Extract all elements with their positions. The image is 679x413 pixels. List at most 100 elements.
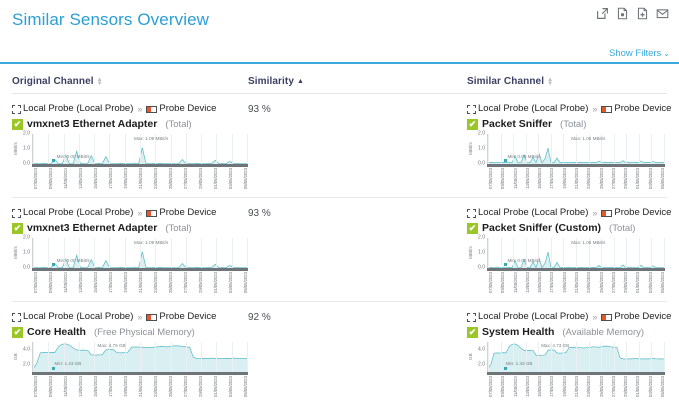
chart-time-axis (32, 164, 248, 167)
x-tick-label: 09/05/2023 (48, 168, 53, 189)
sparkline-chart-similar[interactable]: MBit/s 0.0 1.0 2.0 Min: 0.00 MBit/s Max: 1.06… (467, 235, 665, 293)
channel-name[interactable]: Packet Sniffer (482, 118, 553, 130)
channel-line[interactable]: ✔ Packet Sniffer (Total) (467, 118, 665, 130)
breadcrumb-separator-icon: » (592, 312, 598, 322)
sparkline-chart-similar[interactable]: MBit/s 0.0 1.0 2.0 Min: 0.09 MBit/s Max: 1.06… (467, 130, 665, 189)
x-tick-label: 01/06/2023 (213, 272, 218, 293)
x-tick-label: 23/05/2023 (153, 376, 158, 397)
add-to-report-icon[interactable] (636, 7, 649, 20)
channel-line[interactable]: ✔ vmxnet3 Ethernet Adapter (Total) (12, 222, 248, 234)
chart-max-annotation: Max: 1.06 MBit/s (571, 240, 606, 245)
channel-cell-similar: Local Probe (Local Probe)» Probe Device ✔ P… (467, 103, 671, 130)
channel-name[interactable]: vmxnet3 Ethernet Adapter (27, 222, 158, 234)
y-axis-ticks: 0.0 1.0 2.0 (474, 130, 487, 167)
channel-name[interactable]: Packet Sniffer (Custom) (482, 222, 602, 234)
y-tick-label: 4.0 (478, 346, 485, 352)
y-tick-label: 2.0 (478, 130, 485, 137)
x-axis-labels: 07/05/2023 09/05/2023 11/05/2023 13/05/2023… (32, 272, 248, 293)
breadcrumb-separator-icon: » (137, 104, 143, 114)
breadcrumb-separator-icon: » (137, 312, 143, 322)
breadcrumb-device[interactable]: Probe Device (614, 311, 672, 322)
breadcrumb-probe[interactable]: Local Probe (Local Probe) (478, 207, 589, 218)
show-filters-toggle[interactable]: Show Filters ⌄ (609, 48, 670, 59)
checkmark-icon: ✔ (467, 222, 478, 234)
x-tick-label: 07/05/2023 (33, 168, 38, 189)
breadcrumb-probe[interactable]: Local Probe (Local Probe) (478, 103, 589, 114)
export-pdf-icon[interactable] (616, 7, 629, 20)
show-filters-label: Show Filters (609, 48, 662, 59)
channel-line[interactable]: ✔ vmxnet3 Ethernet Adapter (Total) (12, 118, 248, 130)
breadcrumb-device[interactable]: Probe Device (159, 311, 217, 322)
sparkline-chart-original[interactable]: MBit/s 0.0 1.0 2.0 Min: 0.00 MBit/s Max: 1.09… (12, 131, 248, 189)
send-by-email-icon[interactable] (656, 7, 669, 20)
checkmark-icon: ✔ (12, 222, 23, 234)
table-row[interactable]: Local Probe (Local Probe)» Probe Device ✔ C… (12, 302, 671, 406)
similarity-cell: 92 % (248, 311, 467, 400)
channel-line[interactable]: ✔ System Health (Available Memory) (467, 326, 665, 338)
x-axis-labels: 07/05/2023 09/05/2023 11/05/2023 13/05/2023… (32, 168, 248, 189)
sort-icon-original-channel: ▲ ▼ (96, 76, 103, 87)
x-tick-label: 25/05/2023 (598, 376, 604, 397)
x-tick-label: 15/05/2023 (537, 376, 543, 397)
breadcrumb-device[interactable]: Probe Device (159, 207, 217, 218)
x-tick-label: 13/05/2023 (524, 168, 530, 189)
breadcrumb-probe[interactable]: Local Probe (Local Probe) (478, 311, 589, 322)
channel-name[interactable]: System Health (482, 326, 555, 338)
column-header-similar-channel[interactable]: Similar Channel ▲ ▼ (467, 76, 665, 87)
x-tick-label: 03/06/2023 (228, 272, 233, 293)
x-tick-label: 03/06/2023 (647, 272, 653, 293)
x-tick-label: 03/06/2023 (228, 168, 233, 189)
breadcrumb-device[interactable]: Probe Device (614, 207, 672, 218)
x-tick-label: 29/05/2023 (198, 376, 203, 397)
breadcrumb[interactable]: Local Probe (Local Probe)» Probe Device (467, 207, 671, 219)
original-channel-cell: Local Probe (Local Probe)» Probe Device ✔ v… (12, 103, 248, 191)
table-row[interactable]: Local Probe (Local Probe)» Probe Device ✔ v… (12, 94, 671, 198)
breadcrumb-probe[interactable]: Local Probe (Local Probe) (23, 311, 134, 322)
x-tick-label: 17/05/2023 (549, 376, 555, 397)
channel-line[interactable]: ✔ Packet Sniffer (Custom) (Total) (467, 222, 665, 234)
x-tick-label: 29/05/2023 (623, 376, 629, 397)
x-tick-label: 27/05/2023 (610, 376, 616, 397)
column-header-similarity[interactable]: Similarity ▲ (248, 76, 467, 87)
sort-icon-similar-channel: ▲ ▼ (547, 76, 554, 87)
breadcrumb-probe[interactable]: Local Probe (Local Probe) (23, 207, 134, 218)
sort-ascending-icon: ▲ (297, 78, 305, 85)
x-tick-label: 27/05/2023 (183, 272, 188, 293)
y-tick-label: 1.0 (478, 249, 485, 256)
sparkline-chart-original[interactable]: GB 2.0 4.0 Min: 1.43 GB Max: 4.76 GB 07/05/20… (12, 342, 248, 397)
channel-name[interactable]: Core Health (27, 326, 86, 338)
x-tick-label: 25/05/2023 (598, 272, 604, 293)
y-tick-label: 1.0 (23, 249, 30, 256)
chart-time-axis (487, 268, 665, 271)
breadcrumb[interactable]: Local Probe (Local Probe)» Probe Device (12, 103, 248, 115)
sparkline-chart-original[interactable]: MBit/s 0.0 1.0 2.0 Min: 0.00 MBit/s Max: 1.09… (12, 234, 248, 293)
y-tick-label: 2.0 (23, 234, 30, 241)
breadcrumb-probe[interactable]: Local Probe (Local Probe) (23, 103, 134, 114)
x-tick-label: 13/05/2023 (524, 272, 530, 293)
open-in-new-window-icon[interactable] (596, 7, 609, 20)
y-tick-label: 0.0 (478, 160, 485, 167)
y-tick-label: 0.0 (478, 264, 485, 271)
table-row[interactable]: Local Probe (Local Probe)» Probe Device ✔ v… (12, 198, 671, 302)
breadcrumb[interactable]: Local Probe (Local Probe)» Probe Device (467, 311, 671, 323)
checkmark-icon: ✔ (467, 326, 478, 338)
breadcrumb-device[interactable]: Probe Device (614, 103, 672, 114)
sparkline-chart-similar[interactable]: GB 2.0 4.0 Min: 1.43 GB Max: 4.73 GB 07/05/20… (467, 342, 665, 397)
breadcrumb[interactable]: Local Probe (Local Probe)» Probe Device (467, 103, 671, 115)
column-header-similar-channel-label: Similar Channel (467, 76, 545, 87)
similarity-value: 92 % (248, 312, 271, 323)
chart-min-marker (52, 367, 56, 370)
breadcrumb-device[interactable]: Probe Device (159, 103, 217, 114)
x-tick-label: 13/05/2023 (524, 376, 530, 397)
channel-line[interactable]: ✔ Core Health (Free Physical Memory) (12, 326, 248, 338)
x-axis-labels: 07/05/2023 09/05/2023 11/05/2023 13/05/2023… (32, 376, 248, 397)
breadcrumb[interactable]: Local Probe (Local Probe)» Probe Device (12, 311, 248, 323)
channel-name[interactable]: vmxnet3 Ethernet Adapter (27, 118, 158, 130)
column-header-original-channel[interactable]: Original Channel ▲ ▼ (12, 76, 248, 87)
chart-plot: Min: 0.09 MBit/s Max: 1.06 MBit/s (487, 134, 665, 164)
x-tick-label: 01/06/2023 (635, 376, 641, 397)
breadcrumb[interactable]: Local Probe (Local Probe)» Probe Device (12, 207, 248, 219)
chart-min-marker (52, 263, 56, 266)
x-tick-label: 15/05/2023 (93, 168, 98, 189)
chart-plot: Min: 0.00 MBit/s Max: 1.09 MBit/s (32, 238, 248, 268)
